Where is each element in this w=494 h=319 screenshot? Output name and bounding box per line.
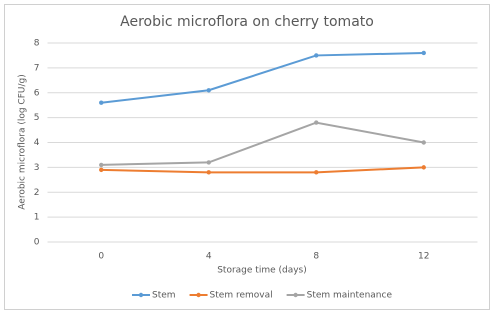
x-tick-label: 12 [418, 252, 429, 262]
series-line [101, 166, 424, 174]
legend-label: Stem [152, 291, 176, 301]
data-point [99, 100, 104, 105]
x-tick-label: 4 [206, 252, 212, 262]
data-point [99, 162, 104, 168]
x-tick-label: 8 [313, 252, 319, 262]
legend-marker [293, 292, 298, 298]
y-tick-label: 3 [34, 163, 40, 173]
y-tick-label: 4 [34, 138, 40, 148]
x-tick-label: 0 [98, 252, 104, 262]
y-tick-label: 2 [34, 188, 40, 198]
y-axis-label: Aerobic microflora (log CFU/g) [18, 74, 28, 209]
data-point [421, 50, 426, 56]
y-tick-label: 8 [34, 39, 40, 49]
y-tick-label: 5 [34, 113, 40, 123]
data-point [99, 167, 104, 173]
legend-label: Stem removal [210, 291, 273, 301]
data-point [314, 120, 319, 125]
y-tick-label: 6 [34, 88, 40, 98]
legend-marker [196, 292, 201, 298]
chart-border [4, 4, 490, 310]
legend-label: Stem maintenance [307, 291, 393, 301]
series-line [101, 51, 424, 104]
data-point [421, 165, 426, 170]
data-point [206, 160, 211, 165]
data-point [314, 170, 319, 175]
x-axis-label: Storage time (days) [217, 266, 307, 276]
y-tick-label: 0 [34, 238, 40, 248]
series-line [101, 121, 424, 166]
data-point [206, 88, 211, 93]
y-tick-label: 7 [34, 63, 40, 73]
data-point [314, 53, 319, 58]
data-point [206, 170, 211, 175]
chart-title: Aerobic microflora on cherry tomato [120, 14, 374, 30]
data-point [421, 140, 426, 145]
y-tick-label: 1 [34, 213, 40, 223]
legend-marker [138, 292, 144, 298]
